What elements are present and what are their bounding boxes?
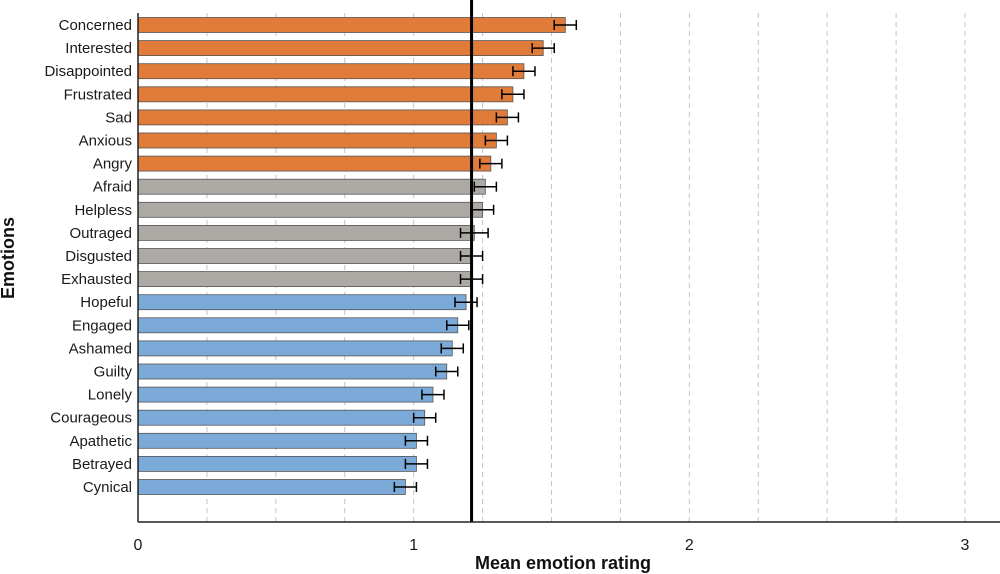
category-label-guilty: Guilty <box>94 364 133 381</box>
error-bar-hopeful <box>454 297 478 308</box>
bar-angry <box>137 155 492 172</box>
category-label-engaged: Engaged <box>72 317 132 334</box>
category-label-betrayed: Betrayed <box>72 456 132 473</box>
error-bar-disappointed <box>512 66 536 77</box>
error-bar-sad <box>495 112 520 123</box>
bar-frustrated <box>137 86 514 103</box>
category-label-concerned: Concerned <box>59 17 132 34</box>
bar-concerned <box>137 17 566 33</box>
error-bar-engaged <box>445 320 470 331</box>
y-axis-title: Emotions <box>0 217 18 299</box>
category-label-afraid: Afraid <box>93 179 132 196</box>
category-label-interested: Interested <box>65 40 132 57</box>
category-label-cynical: Cynical <box>83 479 132 496</box>
category-label-outraged: Outraged <box>69 225 132 242</box>
error-bar-interested <box>531 43 556 54</box>
bar-hopeful <box>137 294 467 311</box>
x-tick-labels: 0 1 2 3 <box>134 537 970 554</box>
bar-interested <box>137 40 544 56</box>
category-label-ashamed: Ashamed <box>69 340 132 357</box>
error-bar-anxious <box>484 135 509 146</box>
error-bar-apathetic <box>404 435 429 446</box>
bar-anxious <box>137 132 497 149</box>
category-label-helpless: Helpless <box>74 202 132 219</box>
bars <box>137 17 566 495</box>
category-label-apathetic: Apathetic <box>69 433 132 450</box>
error-bar-afraid <box>473 181 498 192</box>
bar-betrayed <box>137 455 417 472</box>
error-bar-outraged <box>459 227 489 238</box>
bar-outraged <box>137 224 475 241</box>
x-axis-title: Mean emotion rating <box>475 553 651 573</box>
x-tick-label: 0 <box>134 537 143 554</box>
bar-lonely <box>137 386 434 403</box>
bar-disappointed <box>137 63 525 80</box>
bar-helpless <box>137 201 483 218</box>
category-labels: Concerned Interested Disappointed Frustrate… <box>44 17 132 496</box>
category-label-courageous: Courageous <box>50 410 132 427</box>
x-tick-label: 3 <box>961 537 970 554</box>
category-label-disappointed: Disappointed <box>44 63 132 80</box>
error-bar-cynical <box>393 482 418 492</box>
category-label-sad: Sad <box>105 109 132 126</box>
bar-guilty <box>137 363 448 380</box>
bar-courageous <box>137 409 426 426</box>
bar-engaged <box>137 317 459 334</box>
bar-ashamed <box>137 340 453 357</box>
category-label-frustrated: Frustrated <box>64 86 132 103</box>
x-tick-label: 2 <box>685 537 694 554</box>
error-bar-frustrated <box>501 89 525 100</box>
error-bar-betrayed <box>404 458 429 469</box>
error-bar-courageous <box>412 412 437 423</box>
bar-exhausted <box>137 271 472 288</box>
category-label-lonely: Lonely <box>88 387 133 404</box>
category-label-anxious: Anxious <box>79 133 132 150</box>
category-label-angry: Angry <box>93 156 133 173</box>
bar-apathetic <box>137 432 417 449</box>
error-bar-ashamed <box>440 343 465 354</box>
bar-sad <box>137 109 508 126</box>
error-bar-concerned <box>553 20 578 30</box>
error-bar-guilty <box>434 366 459 377</box>
category-label-hopeful: Hopeful <box>80 294 132 311</box>
error-bar-lonely <box>421 389 445 400</box>
category-label-exhausted: Exhausted <box>61 271 132 288</box>
category-label-disgusted: Disgusted <box>65 248 132 265</box>
bar-cynical <box>137 479 406 495</box>
bar-afraid <box>137 178 486 195</box>
x-tick-label: 1 <box>409 537 418 554</box>
bar-disgusted <box>137 248 472 264</box>
error-bar-angry <box>479 158 503 169</box>
